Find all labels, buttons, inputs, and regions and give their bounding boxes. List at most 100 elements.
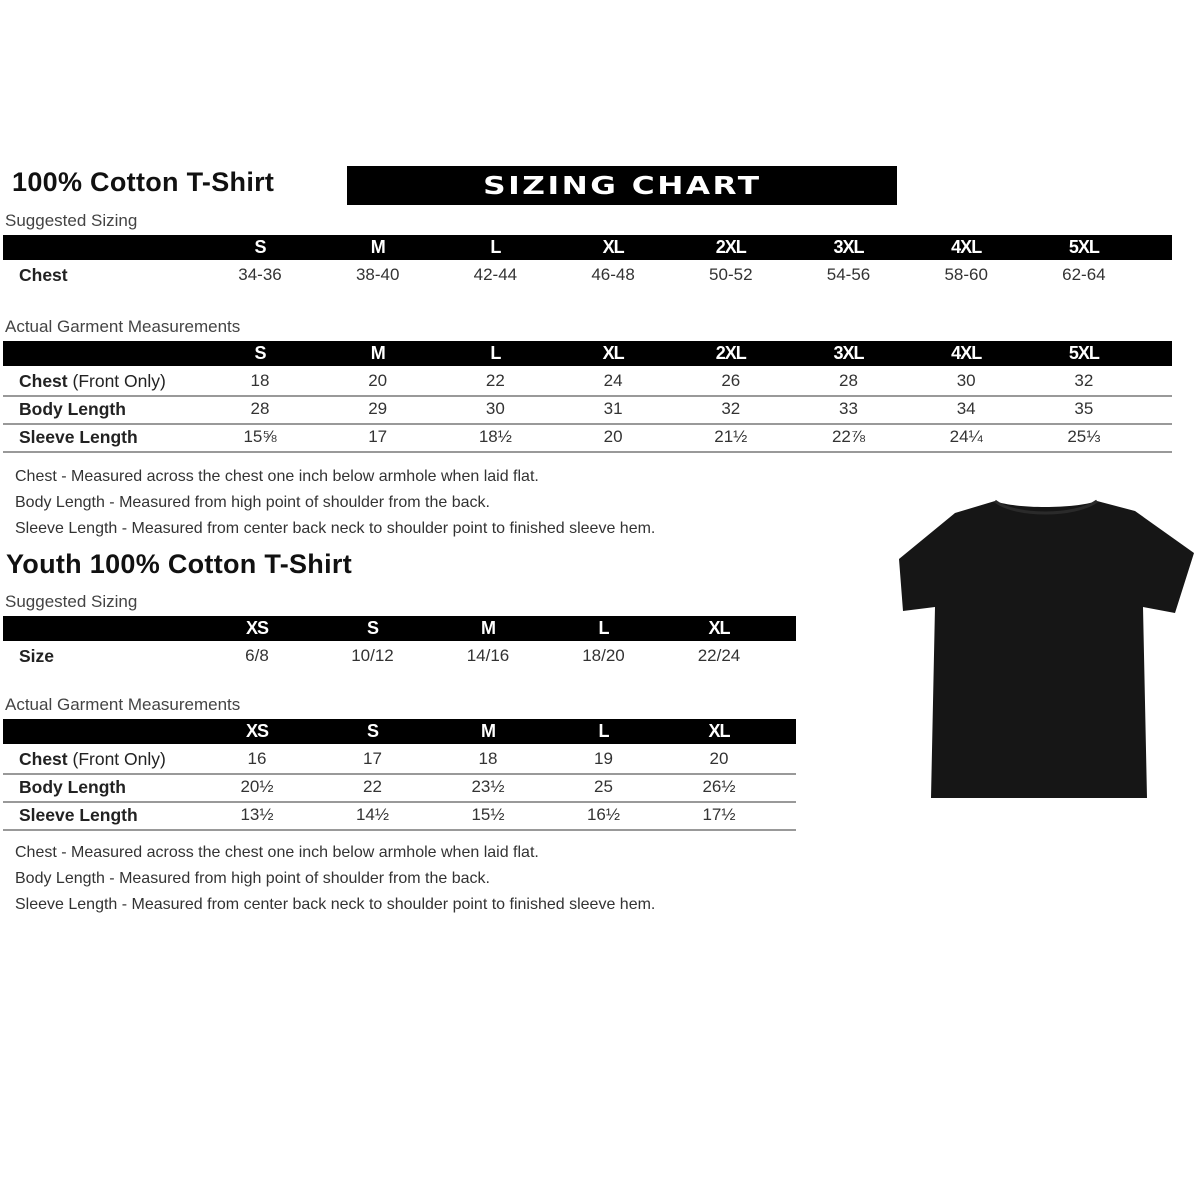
table-row: Sleeve Length 13½ 14½ 15½ 16½ 17½ [3, 801, 796, 829]
table-row: Body Length 20½ 22 23½ 25 26½ [3, 773, 796, 801]
adult-actual-label: Actual Garment Measurements [5, 317, 241, 336]
size-header: 5XL [1068, 343, 1100, 363]
row-divider [3, 801, 796, 803]
table-cell: 46-48 [591, 265, 635, 284]
row-label: Chest [19, 261, 68, 289]
size-header-bar: XS S M L XL [3, 719, 796, 744]
table-cell: 29 [368, 399, 388, 418]
adult-notes: Chest - Measured across the chest one in… [15, 468, 655, 546]
row-label-text: Chest [19, 371, 68, 391]
row-label: Chest (Front Only) [19, 745, 166, 773]
row-label: Chest (Front Only) [19, 367, 166, 395]
size-header: 2XL [715, 237, 747, 257]
table-cell: 62-64 [1062, 265, 1106, 284]
table-cell: 13½ [240, 805, 274, 824]
size-header: S [254, 237, 266, 257]
row-label-text: Chest [19, 749, 68, 769]
table-row: Sleeve Length 15⅝ 17 18½ 20 21½ 22⅞ 24¼ 25⅓ [3, 423, 1172, 451]
table-cell: 18 [250, 371, 270, 390]
table-cell: 19 [594, 749, 613, 768]
note-sleeve-length: Sleeve Length - Measured from center bac… [15, 896, 656, 913]
size-header: 4XL [951, 343, 982, 363]
size-header: S [366, 721, 379, 741]
table-cell: 58-60 [944, 265, 988, 284]
table-cell: 35 [1074, 399, 1094, 418]
table-cell: 16 [247, 749, 267, 768]
size-header: 4XL [951, 237, 982, 257]
size-header-bar: XS S M L XL [3, 616, 796, 641]
size-header: 2XL [715, 343, 747, 363]
row-label-text: Body Length [19, 777, 126, 797]
table-cell: 22⅞ [831, 427, 866, 446]
table-cell: 15½ [471, 805, 505, 824]
note-chest: Chest - Measured across the chest one in… [15, 468, 539, 485]
row-divider [3, 829, 796, 831]
table-cell: 21½ [714, 427, 748, 446]
size-header: XL [602, 237, 625, 257]
table-cell: 42-44 [473, 265, 518, 284]
size-header: S [254, 343, 266, 363]
table-cell: 24¼ [949, 427, 983, 446]
row-label-extra: (Front Only) [67, 371, 166, 391]
size-header: M [370, 343, 386, 363]
table-cell: 20½ [240, 777, 274, 796]
size-header-bar: S M L XL 2XL 3XL 4XL 5XL [3, 341, 1172, 366]
table-cell: 20 [709, 749, 729, 768]
row-label: Sleeve Length [19, 423, 138, 451]
size-header-bar: S M L XL 2XL 3XL 4XL 5XL [3, 235, 1172, 260]
row-divider [3, 451, 1172, 453]
note-sleeve-length: Sleeve Length - Measured from center bac… [15, 520, 656, 537]
table-cell: 38-40 [355, 265, 400, 284]
youth-suggested-table: XS S M L XL Size 6/8 10/12 14/16 18/20 22/24 [3, 616, 796, 666]
adult-suggested-label: Suggested Sizing [5, 211, 138, 230]
size-header: XL [708, 618, 730, 638]
table-row: Chest 34-36 38-40 42-44 46-48 50-52 54-56 58-60… [3, 261, 1172, 289]
row-label-text: Chest [19, 265, 68, 285]
size-header: XS [245, 618, 269, 638]
table-cell: 25⅓ [1067, 427, 1101, 446]
row-label: Body Length [19, 773, 126, 801]
size-header: 3XL [833, 237, 864, 257]
row-label-text: Sleeve Length [19, 805, 138, 825]
adult-title: 100% Cotton T-Shirt [12, 167, 275, 197]
size-header: M [370, 237, 386, 257]
table-cell: 26 [721, 371, 741, 390]
row-label: Sleeve Length [19, 801, 138, 829]
table-cell: 28 [250, 399, 270, 418]
note-body-length: Body Length - Measured from high point o… [15, 494, 490, 511]
youth-notes: Chest - Measured across the chest one in… [15, 844, 655, 922]
table-cell: 22 [485, 371, 505, 390]
table-cell: 30 [956, 371, 976, 390]
table-row: Body Length 28 29 30 31 32 33 34 35 [3, 395, 1172, 423]
banner-text: SIZING CHART [482, 171, 762, 200]
table-cell: 34 [956, 399, 976, 418]
size-header: L [598, 721, 610, 741]
table-cell: 17½ [702, 805, 736, 824]
size-header: L [598, 618, 610, 638]
table-cell: 15⅝ [243, 427, 277, 446]
table-cell: 31 [603, 399, 623, 418]
table-cell: 25 [594, 777, 613, 796]
table-cell: 50-52 [709, 265, 753, 284]
size-header: L [490, 343, 501, 363]
table-cell: 16½ [586, 805, 621, 824]
size-header: 3XL [833, 343, 864, 363]
youth-actual-table: XS S M L XL Chest (Front Only) 16 17 18 19 20 Body … [3, 719, 796, 831]
table-cell: 10/12 [351, 646, 394, 665]
table-cell: 14½ [355, 805, 390, 824]
size-header: XL [602, 343, 625, 363]
table-cell: 26½ [702, 777, 736, 796]
size-header: S [366, 618, 379, 638]
adult-suggested-table: S M L XL 2XL 3XL 4XL 5XL Chest 34-36 38-40 42-44 46-… [3, 235, 1172, 285]
size-header: 5XL [1068, 237, 1100, 257]
note-chest: Chest - Measured across the chest one in… [15, 844, 539, 861]
table-row: Size 6/8 10/12 14/16 18/20 22/24 [3, 642, 796, 670]
row-label-text: Size [19, 646, 55, 666]
row-label-text: Sleeve Length [19, 427, 138, 447]
row-label-text: Body Length [19, 399, 126, 419]
table-cell: 6/8 [245, 646, 269, 665]
table-cell: 23½ [471, 777, 505, 796]
size-header: M [481, 721, 496, 741]
table-cell: 17 [368, 427, 388, 446]
